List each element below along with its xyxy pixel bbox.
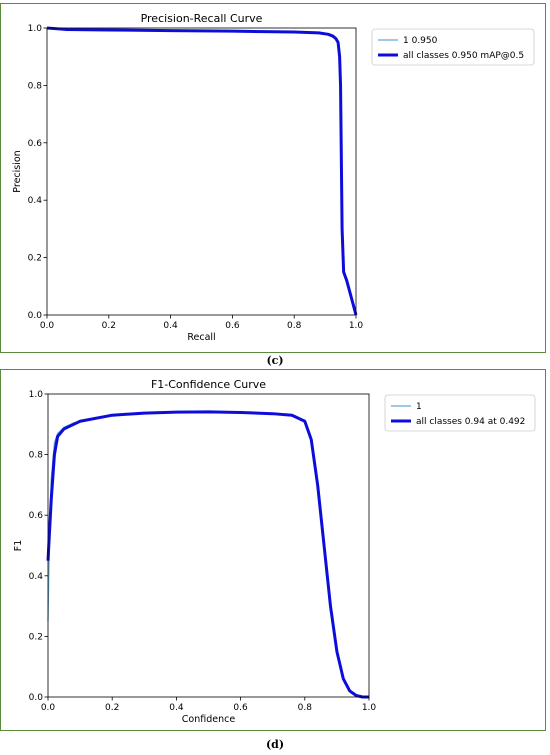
y-tick-label: 0.2 <box>28 254 42 264</box>
series-line-1 <box>46 410 369 699</box>
x-tick-label: 1.0 <box>349 321 364 331</box>
x-tick-label: 0.8 <box>298 703 313 713</box>
legend-label-1: all classes 0.94 at 0.492 <box>416 417 525 427</box>
chart-panel-d: 0.0 0.2 0.4 0.6 0.8 1.0 0.0 0.2 0.4 0.6 0.8 1.0 F1-C… <box>0 369 546 731</box>
x-axis-label: Recall <box>187 332 215 343</box>
x-tick-label: 0.0 <box>40 321 55 331</box>
chart-title: Precision-Recall Curve <box>141 12 263 25</box>
y-tick-label: 0.8 <box>28 81 43 91</box>
figure-caption-c: (c) <box>266 354 284 367</box>
series-line-0 <box>47 411 369 698</box>
chart-title: F1-Confidence Curve <box>151 378 266 391</box>
x-tick-label: 1.0 <box>362 703 377 713</box>
y-tick-label: 0.8 <box>29 451 44 461</box>
figure-caption-d: (d) <box>265 738 285 751</box>
x-tick-label: 0.6 <box>233 703 248 713</box>
y-tick-label: 0.4 <box>29 572 44 582</box>
x-tick-label: 0.4 <box>163 321 178 331</box>
y-tick-label: 0.2 <box>29 632 43 642</box>
x-tick-label: 0.2 <box>105 703 119 713</box>
x-tick-label: 0.4 <box>169 703 184 713</box>
y-tick-label: 0.6 <box>28 139 43 149</box>
pr-curve-chart: 0.0 0.2 0.4 0.6 0.8 1.0 0.0 0.2 0.4 0.6 0.8 1.0 Prec… <box>12 12 535 343</box>
y-tick-label: 1.0 <box>28 24 43 34</box>
legend-box <box>371 28 535 66</box>
f1-confidence-chart: 0.0 0.2 0.4 0.6 0.8 1.0 0.0 0.2 0.4 0.6 0.8 1.0 F1-C… <box>13 378 536 725</box>
x-tick-label: 0.0 <box>41 703 56 713</box>
y-axis-label: F1 <box>13 540 24 552</box>
legend-box <box>384 394 536 432</box>
legend-label-1: all classes 0.950 mAP@0.5 <box>403 51 524 61</box>
chart-panel-c: 0.0 0.2 0.4 0.6 0.8 1.0 0.0 0.2 0.4 0.6 0.8 1.0 Prec… <box>0 3 546 353</box>
legend-label-0: 1 <box>416 402 422 412</box>
y-tick-label: 0.4 <box>28 196 43 206</box>
plot-frame <box>47 393 370 698</box>
x-tick-label: 0.8 <box>287 321 302 331</box>
y-tick-label: 0.6 <box>29 511 44 521</box>
y-axis-label: Precision <box>12 150 23 192</box>
x-tick-label: 0.2 <box>102 321 116 331</box>
y-tick-label: 0.0 <box>29 693 44 703</box>
series-line-0 <box>46 27 357 316</box>
x-tick-label: 0.6 <box>225 321 240 331</box>
series-line-1 <box>46 26 358 316</box>
x-axis-label: Confidence <box>182 714 236 725</box>
y-tick-label: 1.0 <box>29 390 44 400</box>
plot-frame <box>46 27 357 316</box>
legend-label-0: 1 0.950 <box>403 36 438 46</box>
y-tick-label: 0.0 <box>28 311 43 321</box>
